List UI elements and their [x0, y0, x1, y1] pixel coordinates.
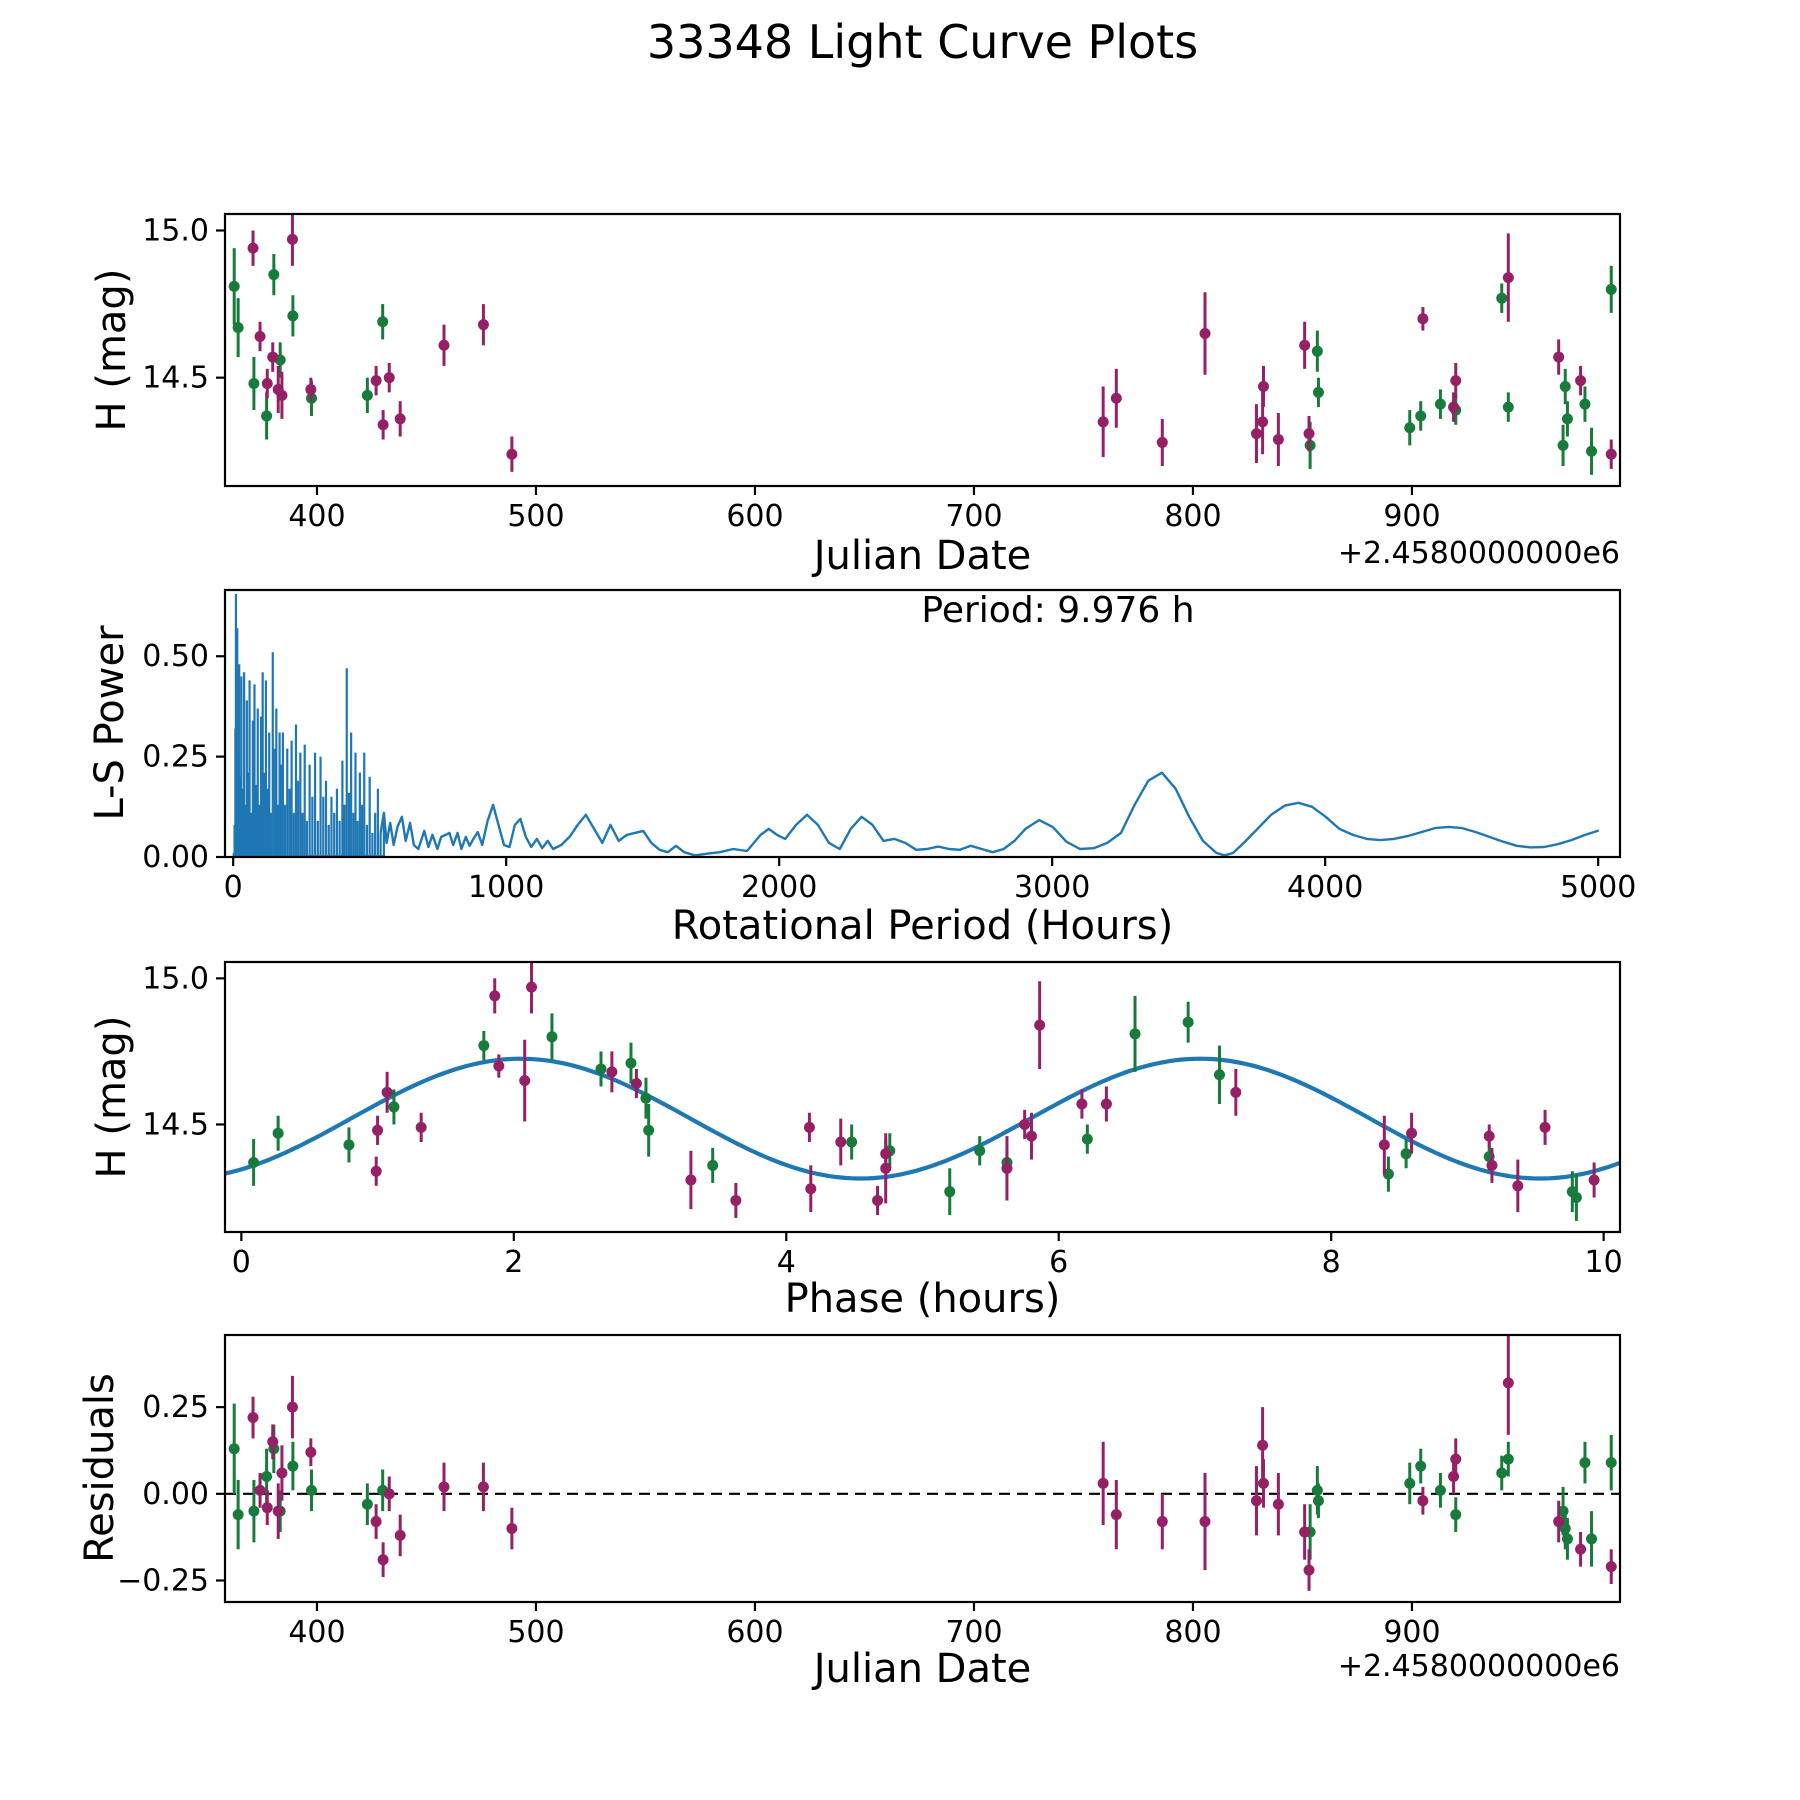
x-tick-label: 600 [726, 1615, 783, 1650]
axes-spine [223, 1333, 1622, 1604]
sinusoid-fit [225, 1056, 1620, 1181]
x-tick-label: 6 [1049, 1245, 1068, 1280]
phase-folded-chart: 0 2 4 6 8 10 14.5 15.0 [142, 960, 1623, 1280]
period-axis-label: Rotational Period (Hours) [671, 903, 1174, 949]
x-tick-label: 4000 [1287, 870, 1363, 905]
mag-axis-label-top: H (mag) [89, 268, 135, 432]
jd-axis-label-bottom: Julian Date [813, 1646, 1032, 1692]
x-tick-label: 5000 [1560, 870, 1636, 905]
x-tick-label: 800 [1164, 1615, 1221, 1650]
power-axis-label: L-S Power [87, 625, 133, 821]
phased-green [248, 995, 1582, 1221]
jd-offset-text-bottom: +2.4580000000e6 [1337, 1649, 1620, 1684]
jd-offset-text-top: +2.4580000000e6 [1337, 536, 1620, 571]
x-tick-label: 2 [504, 1245, 523, 1280]
ls-power [232, 594, 1600, 857]
x-tick-label: 500 [507, 499, 564, 534]
axes-spine [223, 960, 1622, 1234]
x-tick-label: 2000 [741, 870, 817, 905]
y-tick-label: 0.50 [142, 639, 209, 674]
periodogram-chart: 0 1000 2000 3000 4000 5000 0.00 0.25 0.50 [142, 588, 1636, 905]
y-tick-label: 0.25 [142, 1390, 209, 1425]
figure-title: 33348 Light Curve Plots [646, 15, 1199, 69]
phased-purple [370, 962, 1600, 1218]
residuals-purple [247, 1335, 1617, 1591]
axes-spine [223, 212, 1622, 488]
y-tick-label: 15.0 [142, 961, 209, 996]
phase-axis-label: Phase (hours) [784, 1276, 1061, 1322]
x-tick-label: 3000 [1014, 870, 1090, 905]
x-tick-label: 0 [232, 1245, 251, 1280]
jd-axis-label-top: Julian Date [813, 533, 1032, 579]
x-tick-label: 8 [1322, 1245, 1341, 1280]
x-tick-label: 0 [224, 870, 243, 905]
axes-spine [223, 588, 1622, 859]
x-tick-label: 700 [945, 1615, 1002, 1650]
observations-purple [247, 214, 1617, 472]
x-tick-label: 10 [1585, 1245, 1623, 1280]
x-tick-label: 800 [1164, 499, 1221, 534]
jd-magnitude-chart: 400 500 600 700 800 900 14.5 15.0 [142, 212, 1622, 534]
y-tick-label: 0.00 [142, 840, 209, 875]
x-tick-label: 4 [777, 1245, 796, 1280]
y-tick-label: 0.00 [142, 1477, 209, 1512]
residuals-green [228, 1403, 1617, 1567]
x-tick-label: 700 [945, 499, 1002, 534]
mag-axis-label-phase: H (mag) [89, 1015, 135, 1179]
observations-green [228, 248, 1617, 475]
y-tick-label: 14.5 [142, 361, 209, 396]
x-tick-label: 500 [507, 1615, 564, 1650]
x-tick-label: 400 [288, 1615, 345, 1650]
x-tick-label: 400 [288, 499, 345, 534]
y-tick-label: 0.25 [142, 740, 209, 775]
x-tick-label: 600 [726, 499, 783, 534]
residuals-chart: 400 500 600 700 800 900 −0.25 0.00 0.25 [117, 1333, 1622, 1650]
y-tick-label: 15.0 [142, 213, 209, 248]
x-tick-label: 1000 [468, 870, 544, 905]
y-tick-label: −0.25 [117, 1564, 209, 1599]
period-annotation: Period: 9.976 h [921, 590, 1195, 631]
y-tick-label: 14.5 [142, 1107, 209, 1142]
residuals-axis-label: Residuals [77, 1373, 123, 1563]
x-tick-label: 900 [1383, 1615, 1440, 1650]
x-tick-label: 900 [1383, 499, 1440, 534]
